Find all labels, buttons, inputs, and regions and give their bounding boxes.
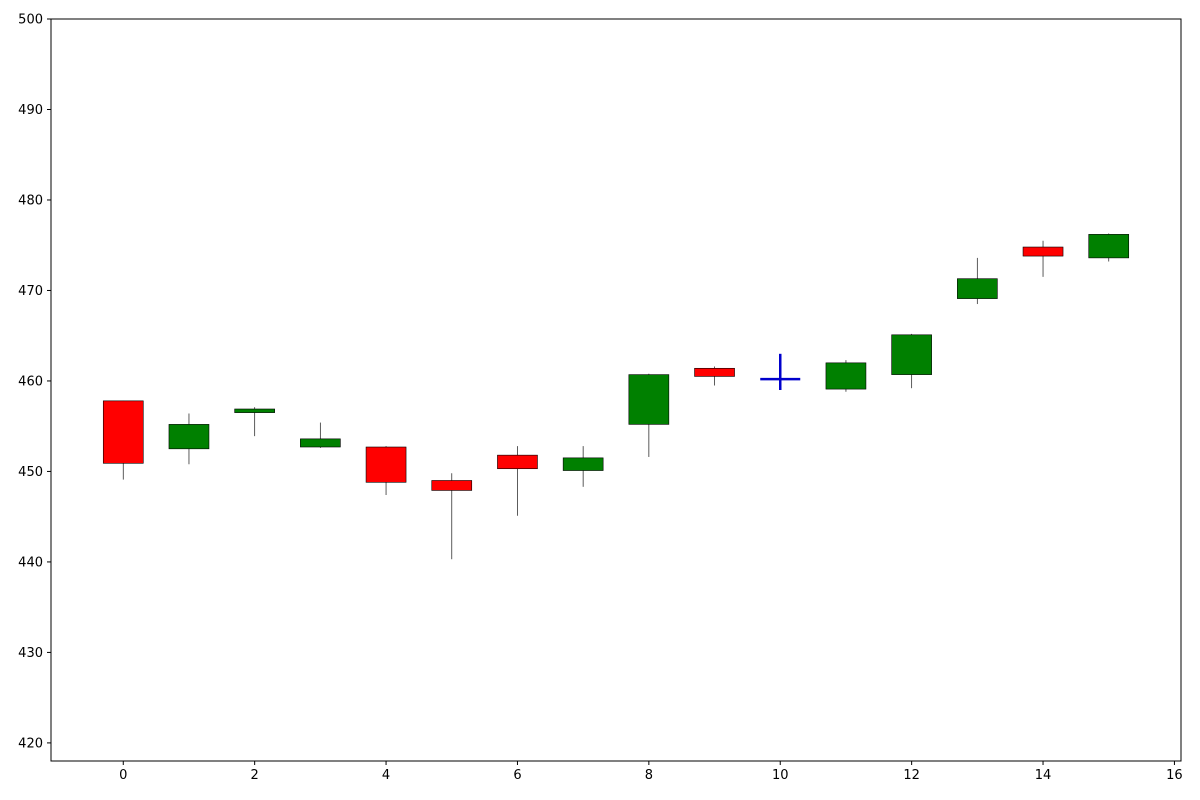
candle-body — [300, 438, 341, 448]
candle-2 — [234, 407, 275, 437]
y-tick-label: 450 — [18, 465, 43, 480]
candle-body — [431, 480, 473, 491]
x-tick-label: 4 — [382, 768, 390, 783]
candle-body — [957, 278, 998, 299]
x-tick-label: 14 — [1035, 768, 1052, 783]
candle-0 — [102, 400, 144, 480]
axes-layer: 0 2 4 6 8 10 12 14 16 420 430 440 450 460 470 480 490 500 — [18, 13, 1183, 784]
candle-9 — [694, 366, 735, 386]
candle-14 — [1022, 240, 1064, 277]
x-tick-label: 8 — [645, 768, 653, 783]
candle-body — [891, 334, 932, 375]
candle-body — [497, 454, 538, 470]
y-tick-label: 440 — [18, 555, 43, 570]
candle-12 — [891, 333, 932, 389]
plot-frame — [50, 18, 1182, 762]
x-tick-label: 2 — [251, 768, 259, 783]
candle-body — [234, 408, 275, 413]
candle-body — [1088, 234, 1130, 259]
candle-3 — [300, 422, 341, 448]
y-tick-label: 460 — [18, 374, 43, 389]
y-tick-label: 430 — [18, 646, 43, 661]
x-tick-label: 6 — [513, 768, 521, 783]
x-tick-label: 12 — [903, 768, 920, 783]
y-tick-label: 420 — [18, 736, 43, 751]
candles-layer — [102, 233, 1130, 560]
candle-7 — [562, 446, 604, 487]
y-tick-label: 500 — [18, 13, 43, 28]
candle-body — [562, 457, 604, 471]
candle-body — [365, 446, 407, 483]
candle-15 — [1088, 233, 1130, 262]
candle-body — [1022, 246, 1064, 257]
candle-10 — [760, 353, 801, 390]
y-tick-label: 480 — [18, 193, 43, 208]
y-tick-label: 470 — [18, 284, 43, 299]
candle-4 — [365, 446, 407, 495]
y-tick-label: 490 — [18, 103, 43, 118]
candle-body — [168, 424, 210, 450]
candle-body — [102, 400, 144, 464]
x-tick-label: 0 — [119, 768, 127, 783]
candle-11 — [825, 360, 867, 392]
candle-body — [694, 367, 735, 377]
candle-8 — [628, 373, 670, 457]
candle-6 — [497, 446, 538, 516]
candle-body — [825, 362, 867, 390]
x-tick-label: 10 — [772, 768, 789, 783]
candle-13 — [957, 257, 998, 305]
x-tick-label: 16 — [1166, 768, 1183, 783]
candle-body — [628, 374, 670, 425]
candle-5 — [431, 473, 473, 560]
candle-1 — [168, 413, 210, 465]
